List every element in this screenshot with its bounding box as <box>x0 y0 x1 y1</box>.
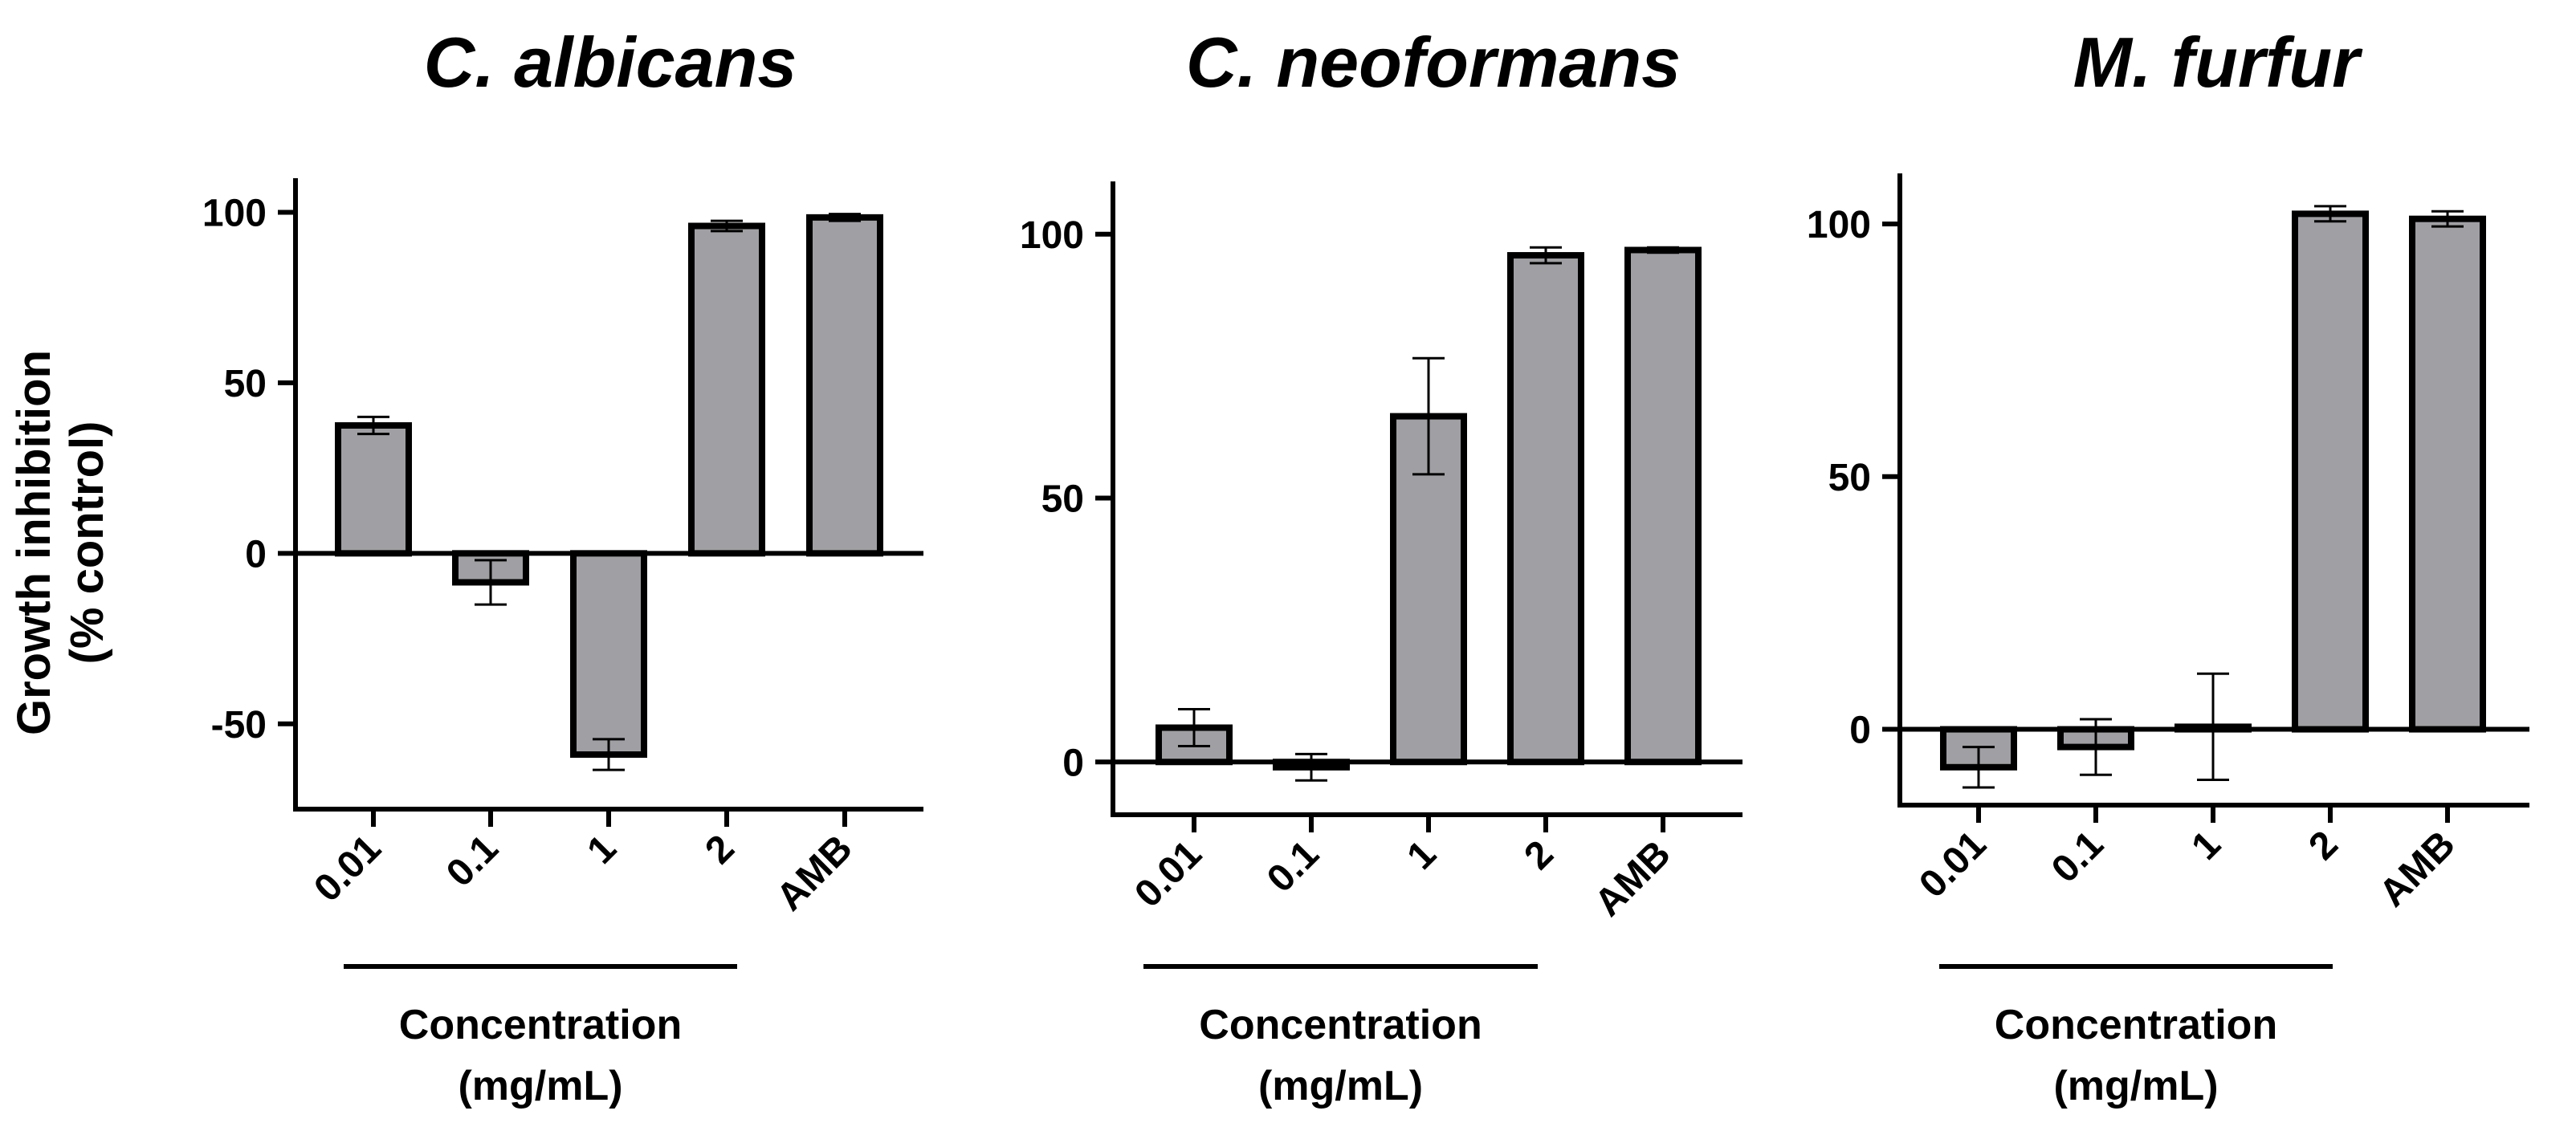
x-category-label: 0.1 <box>2044 823 2112 891</box>
x-category-label: 1 <box>1399 832 1444 877</box>
x-axis-label-line-2: (mg/mL) <box>2053 1063 2218 1109</box>
y-tick-label: -50 <box>211 704 267 747</box>
y-tick-label: 0 <box>1062 742 1084 784</box>
y-axis-label-line-2: (% control) <box>61 421 113 665</box>
x-category-label: 0.01 <box>1911 823 1995 906</box>
x-axis-label-line-2: (mg/mL) <box>458 1063 622 1109</box>
y-tick-label: 50 <box>224 363 267 405</box>
x-axis-label-line-1: Concentration <box>399 1002 682 1048</box>
y-axis-label: Growth inhibition (% control) <box>8 350 113 735</box>
x-category-label: AMB <box>2371 823 2464 915</box>
chart-panel-2: C. neoformans 0 50 100 0.01 0.1 1 2 AMB Concentra… <box>1020 22 1742 1109</box>
x-axis-label-line-2: (mg/mL) <box>1258 1063 1423 1109</box>
x-category-label: 2 <box>2301 823 2346 868</box>
bar-AMB <box>1624 246 1702 766</box>
x-category-label: 0.01 <box>306 827 389 910</box>
chart-panel-3: M. furfur 0 50 100 0.01 0.1 1 2 AMB Concentration… <box>1807 22 2529 1109</box>
y-axis-label-line-1: Growth inhibition <box>8 350 60 735</box>
x-category-label: 0.01 <box>1127 832 1210 916</box>
bar-2 <box>1507 252 1584 766</box>
y-tick-label: 0 <box>245 533 267 576</box>
chart-title: C. neoformans <box>1186 22 1681 102</box>
y-tick-label: 50 <box>1041 478 1084 521</box>
x-category-label: 2 <box>1516 832 1561 877</box>
chart-title: C. albicans <box>424 22 797 102</box>
x-category-label: 2 <box>697 827 742 872</box>
y-tick-label: 100 <box>1020 214 1084 257</box>
x-category-label: 0.1 <box>1259 832 1327 901</box>
bar-2 <box>2292 210 2369 733</box>
bar-0.01 <box>335 422 412 557</box>
bar-AMB <box>806 214 883 557</box>
x-category-label: AMB <box>1587 832 1679 925</box>
y-tick-label: 50 <box>1828 457 1871 499</box>
y-tick-label: 0 <box>1849 710 1871 752</box>
bar-AMB <box>2409 215 2486 733</box>
y-tick-label: 100 <box>202 192 267 234</box>
x-axis-label-line-1: Concentration <box>1199 1002 1482 1048</box>
bar-1 <box>570 550 647 759</box>
x-category-label: 0.1 <box>438 827 507 895</box>
x-category-label: AMB <box>768 827 861 919</box>
chart-title: M. furfur <box>2073 22 2364 102</box>
bar-2 <box>688 222 765 557</box>
x-category-label: 1 <box>2183 823 2228 868</box>
y-tick-label: 100 <box>1807 204 1871 246</box>
chart-panel-1: C. albicans -50 0 50 100 0.01 0.1 1 2 AMB Concentr… <box>202 22 923 1109</box>
x-axis-label-line-1: Concentration <box>1995 1002 2277 1048</box>
x-category-label: 1 <box>579 827 624 872</box>
